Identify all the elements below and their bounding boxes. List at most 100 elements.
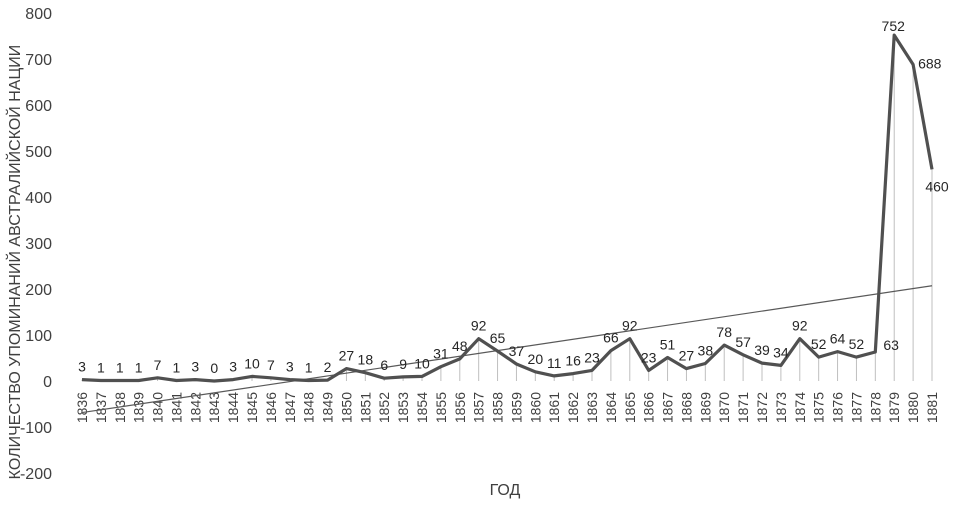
data-label: 39	[754, 342, 770, 358]
x-tick-label: 1877	[848, 392, 864, 423]
x-tick-label: 1852	[376, 392, 392, 423]
data-label: 0	[210, 360, 218, 376]
x-tick-label: 1850	[338, 392, 354, 423]
data-label: 11	[547, 355, 562, 371]
data-label: 3	[286, 359, 294, 375]
data-label: 1	[305, 360, 313, 376]
y-tick-label: 300	[25, 236, 52, 253]
x-axis-title: ГОД	[490, 482, 521, 499]
x-tick-label: 1859	[508, 392, 524, 423]
x-tick-label: 1872	[754, 392, 770, 423]
data-label: 57	[735, 334, 751, 350]
y-tick-label: -200	[20, 466, 52, 483]
y-tick-label: 500	[25, 144, 52, 161]
data-label: 23	[584, 349, 600, 365]
y-tick-label: 600	[25, 98, 52, 115]
y-tick-label: 700	[25, 52, 52, 69]
series-line	[81, 33, 934, 383]
data-label: 1	[135, 360, 143, 376]
x-tick-label: 1876	[830, 392, 846, 423]
data-label: 6	[380, 357, 388, 373]
x-tick-label: 1840	[150, 392, 166, 423]
y-tick-label: 400	[25, 190, 52, 207]
data-label: 34	[773, 344, 789, 360]
x-tick-label: 1862	[565, 392, 581, 423]
data-label: 63	[883, 337, 899, 353]
x-tick-label: 1874	[792, 392, 808, 423]
data-label: 92	[622, 318, 638, 334]
data-label: 7	[267, 357, 275, 373]
y-tick-label: -100	[20, 420, 52, 437]
data-label: 92	[792, 318, 808, 334]
x-tick-label: 1871	[735, 392, 751, 423]
data-label: 16	[565, 353, 581, 369]
data-label: 460	[925, 178, 949, 194]
x-tick-label: 1841	[168, 392, 184, 423]
x-tick-label: 1858	[490, 392, 506, 423]
x-tick-label: 1881	[924, 392, 940, 423]
x-tick-label: 1851	[357, 392, 373, 423]
x-tick-label: 1865	[622, 392, 638, 423]
x-tick-label: 1879	[886, 392, 902, 423]
y-tick-label: 800	[25, 6, 52, 23]
x-axis-ticks: 1836 1837 1838 1839 1840 1841 1842 1843 1844 1845…	[74, 392, 940, 423]
data-label: 31	[433, 346, 449, 362]
data-label: 37	[509, 343, 525, 359]
y-axis-title: КОЛИЧЕСТВО УПОМИНАНИЙ АВСТРАЛИЙСКОЙ НАЦИ…	[5, 45, 24, 480]
y-axis-ticks: 800 700 600 500 400 300 200 100 0 -100 -200	[20, 6, 52, 483]
x-tick-label: 1843	[206, 392, 222, 423]
x-tick-label: 1857	[471, 392, 487, 423]
x-tick-label: 1849	[320, 392, 336, 423]
drop-lines	[81, 35, 933, 381]
data-label: 38	[698, 343, 714, 359]
data-label: 3	[191, 359, 199, 375]
x-tick-label: 1855	[433, 392, 449, 423]
x-tick-label: 1867	[660, 392, 676, 423]
x-tick-label: 1861	[546, 392, 562, 423]
data-label: 1	[97, 360, 105, 376]
x-tick-label: 1860	[527, 392, 543, 423]
x-tick-label: 1866	[641, 392, 657, 423]
data-label: 27	[679, 348, 695, 364]
data-label: 10	[244, 355, 260, 371]
x-tick-label: 1869	[697, 392, 713, 423]
x-tick-label: 1842	[187, 392, 203, 423]
data-label: 752	[882, 18, 906, 34]
x-tick-label: 1846	[263, 392, 279, 423]
x-tick-label: 1854	[414, 392, 430, 423]
data-label: 2	[324, 359, 332, 375]
x-tick-label: 1847	[282, 392, 298, 423]
data-label: 52	[849, 336, 865, 352]
data-label: 65	[490, 330, 506, 346]
data-label: 7	[154, 357, 162, 373]
data-label: 64	[830, 331, 846, 347]
data-label: 52	[811, 336, 827, 352]
trendline	[81, 285, 933, 414]
data-label: 9	[399, 356, 407, 372]
data-label: 18	[358, 352, 374, 368]
x-tick-label: 1839	[131, 392, 147, 423]
x-tick-label: 1873	[773, 392, 789, 423]
data-label: 92	[471, 318, 487, 334]
data-label: 10	[414, 355, 430, 371]
x-tick-label: 1853	[395, 392, 411, 423]
x-tick-label: 1856	[452, 392, 468, 423]
x-tick-label: 1870	[716, 392, 732, 423]
data-label: 3	[229, 359, 237, 375]
data-label: 51	[660, 337, 676, 353]
data-label: 20	[528, 351, 544, 367]
x-tick-label: 1837	[93, 392, 109, 423]
x-tick-label: 1848	[301, 392, 317, 423]
x-tick-label: 1864	[603, 392, 619, 423]
x-tick-label: 1880	[905, 392, 921, 423]
data-label: 78	[716, 324, 732, 340]
data-label: 66	[603, 330, 619, 346]
x-tick-label: 1868	[678, 392, 694, 423]
x-tick-label: 1878	[867, 392, 883, 423]
x-tick-label: 1863	[584, 392, 600, 423]
x-tick-label: 1845	[244, 392, 260, 423]
data-label: 27	[339, 348, 355, 364]
y-tick-label: 100	[25, 328, 52, 345]
